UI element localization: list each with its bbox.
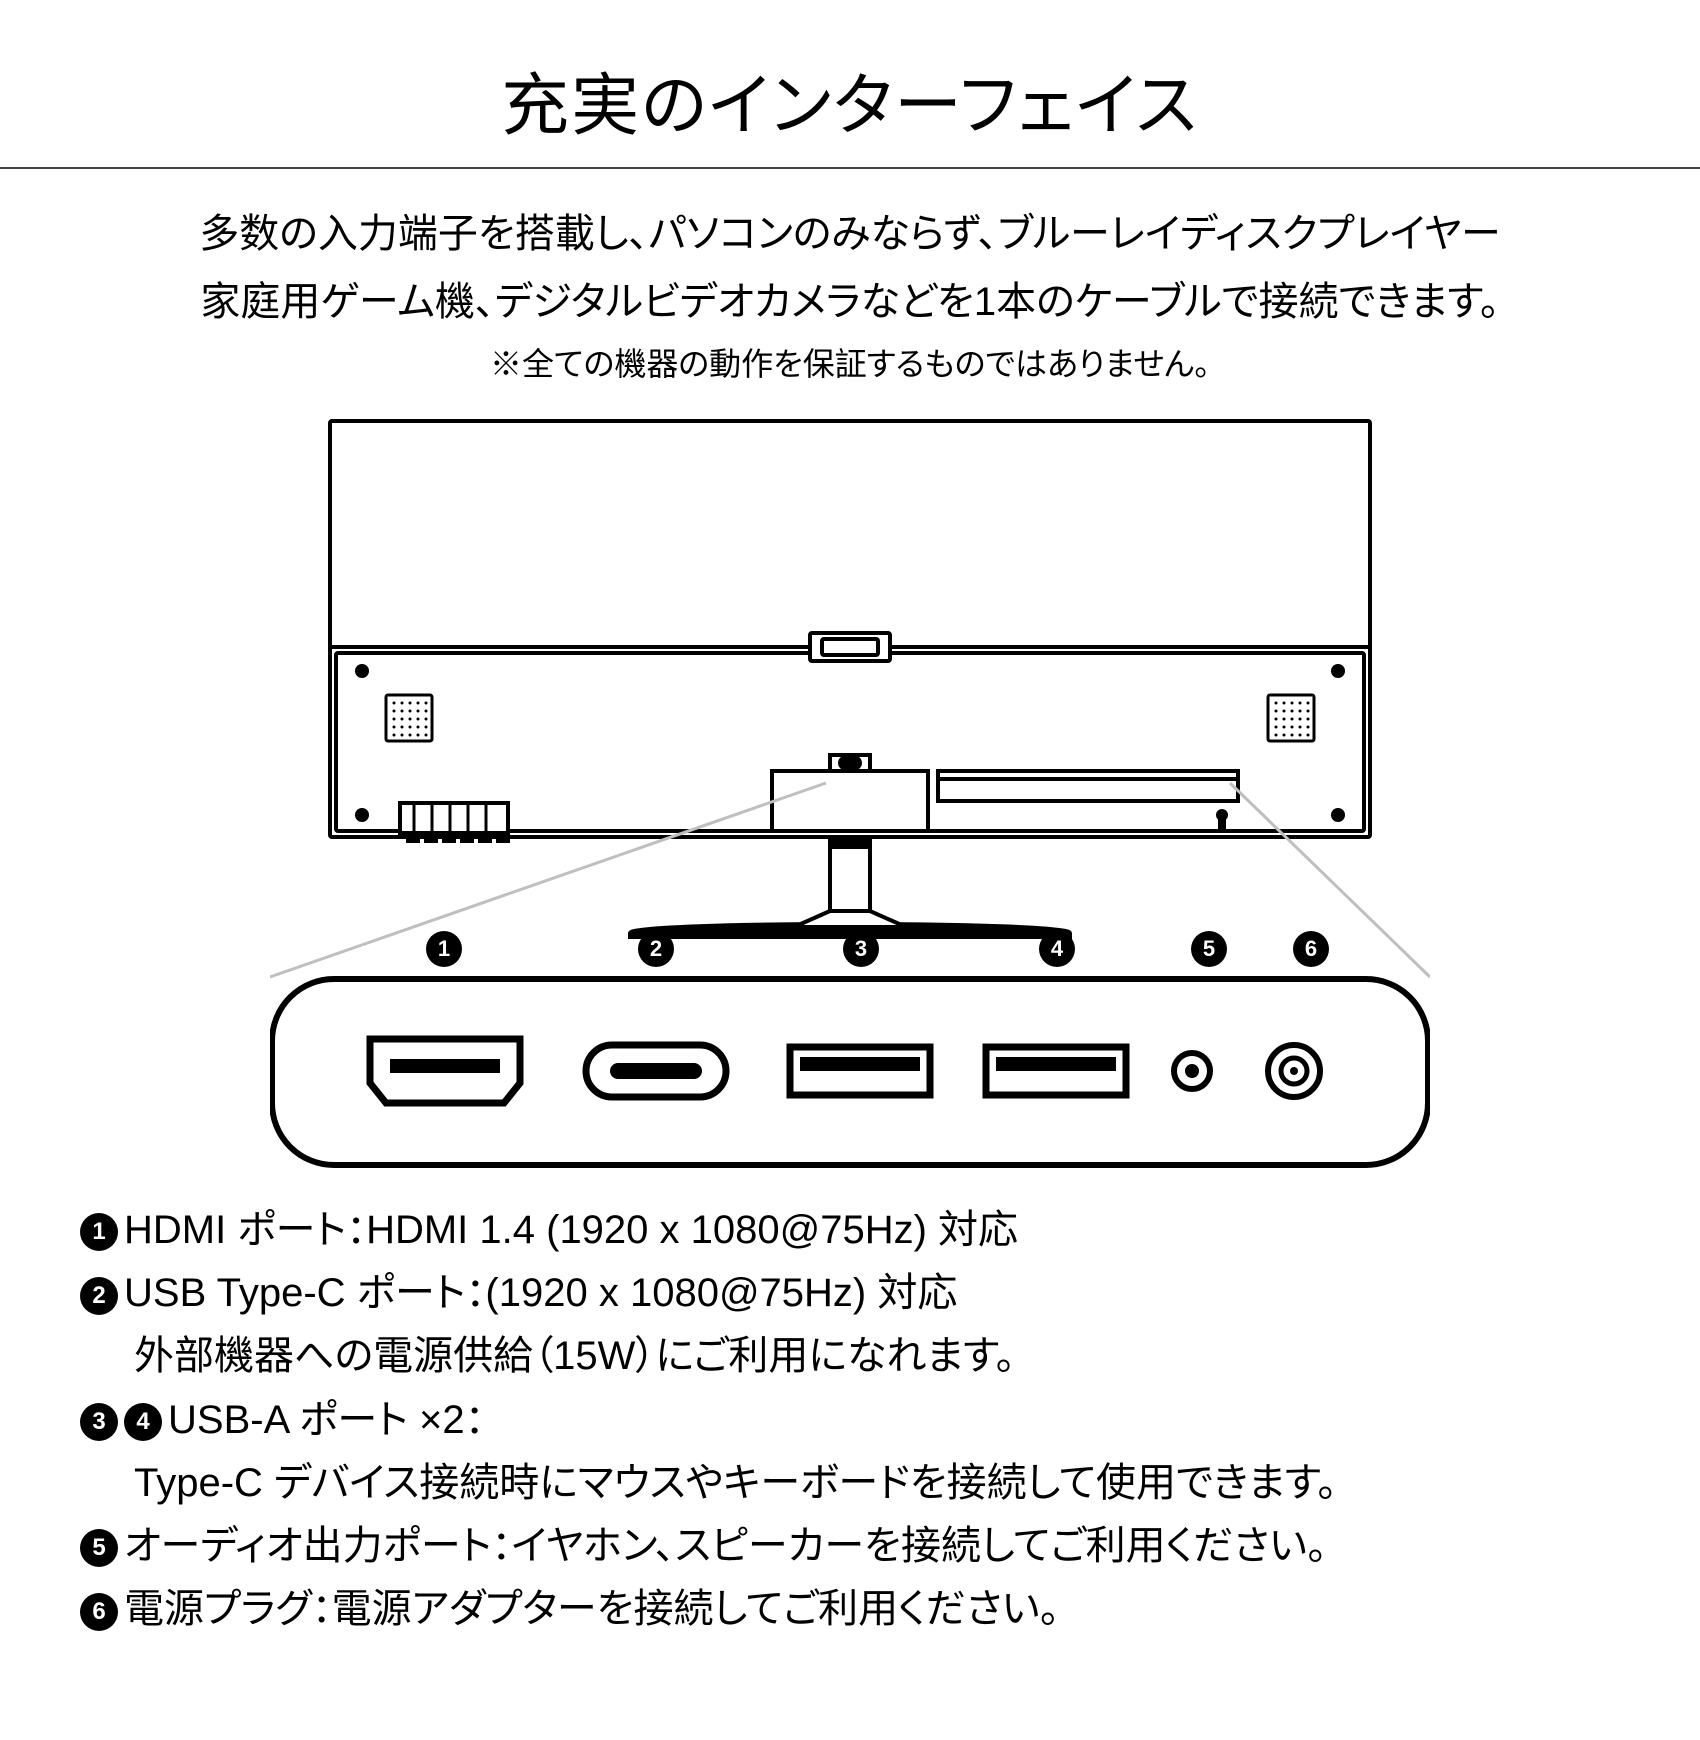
divider (0, 167, 1700, 169)
disclaimer: ※全ての機器の動作を保証するものではありません。 (0, 339, 1700, 385)
intro-line-2: 家庭用ゲーム機、デジタルビデオカメラなどを1本のケーブルで接続できます。 (0, 271, 1700, 333)
port-badges: 1 2 3 4 5 6 (270, 931, 1430, 979)
legend-text: オーディオ出力ポート：イヤホン、スピーカーを接続してご利用ください。 (124, 1524, 1327, 1568)
page-title: 充実のインターフェイス (0, 50, 1700, 149)
port-badge-3: 3 (843, 931, 885, 967)
port-audio (1174, 1053, 1210, 1089)
port-hdmi (370, 1039, 520, 1103)
port-usba-2 (986, 1047, 1126, 1095)
interface-diagram: 1 2 3 4 5 6 (270, 411, 1430, 1171)
legend-text: HDMI ポート：HDMI 1.4 (1920 x 1080@75Hz) 対応 (124, 1208, 1018, 1252)
legend-text: 電源プラグ：電源アダプターを接続してご利用ください。 (124, 1587, 1060, 1631)
legend-text: USB-A ポート ×2： (168, 1398, 485, 1442)
port-usbc (586, 1045, 726, 1097)
diagram-svg (270, 411, 1430, 1171)
legend-row: 6電源プラグ：電源アダプターを接続してご利用ください。 (80, 1578, 1620, 1641)
port-badge-4: 4 (1039, 931, 1081, 967)
port-usba-1 (790, 1047, 930, 1095)
port-badge-1: 1 (426, 931, 468, 967)
legend-row: 2USB Type-C ポート：(1920 x 1080@75Hz) 対応 (80, 1262, 1620, 1325)
legend-row: 1HDMI ポート：HDMI 1.4 (1920 x 1080@75Hz) 対応 (80, 1199, 1620, 1262)
port-badge-5: 5 (1191, 931, 1233, 967)
legend-text: USB Type-C ポート：(1920 x 1080@75Hz) 対応 (124, 1271, 957, 1315)
page: 充実のインターフェイス 多数の入力端子を搭載し、パソコンのみならず、ブルーレイデ… (0, 0, 1700, 1681)
port-badge-2: 2 (638, 931, 680, 967)
legend-row: 34USB-A ポート ×2： (80, 1389, 1620, 1452)
port-badge-6: 6 (1293, 931, 1335, 967)
legend-subtext: Type-C デバイス接続時にマウスやキーボードを接続して使用できます。 (80, 1452, 1620, 1515)
intro-line-1: 多数の入力端子を搭載し、パソコンのみならず、ブルーレイディスクプレイヤー (0, 203, 1700, 265)
legend: 1HDMI ポート：HDMI 1.4 (1920 x 1080@75Hz) 対応… (80, 1199, 1620, 1641)
port-dc (1268, 1045, 1320, 1097)
legend-subtext: 外部機器への電源供給（15W）にご利用になれます。 (80, 1325, 1620, 1388)
legend-row: 5オーディオ出力ポート：イヤホン、スピーカーを接続してご利用ください。 (80, 1515, 1620, 1578)
